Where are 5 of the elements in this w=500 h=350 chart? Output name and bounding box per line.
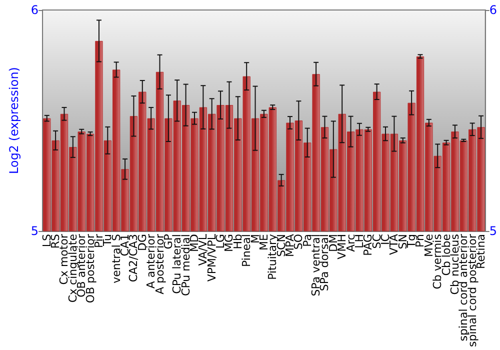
y2-tick-label: 5	[489, 224, 498, 238]
x-tick-label: Retina	[474, 234, 488, 270]
y-axis-title: Log2 (expression)	[7, 67, 21, 174]
x-tick-label: Pituitary	[266, 234, 280, 280]
y2-tick-label: 6	[489, 3, 498, 17]
